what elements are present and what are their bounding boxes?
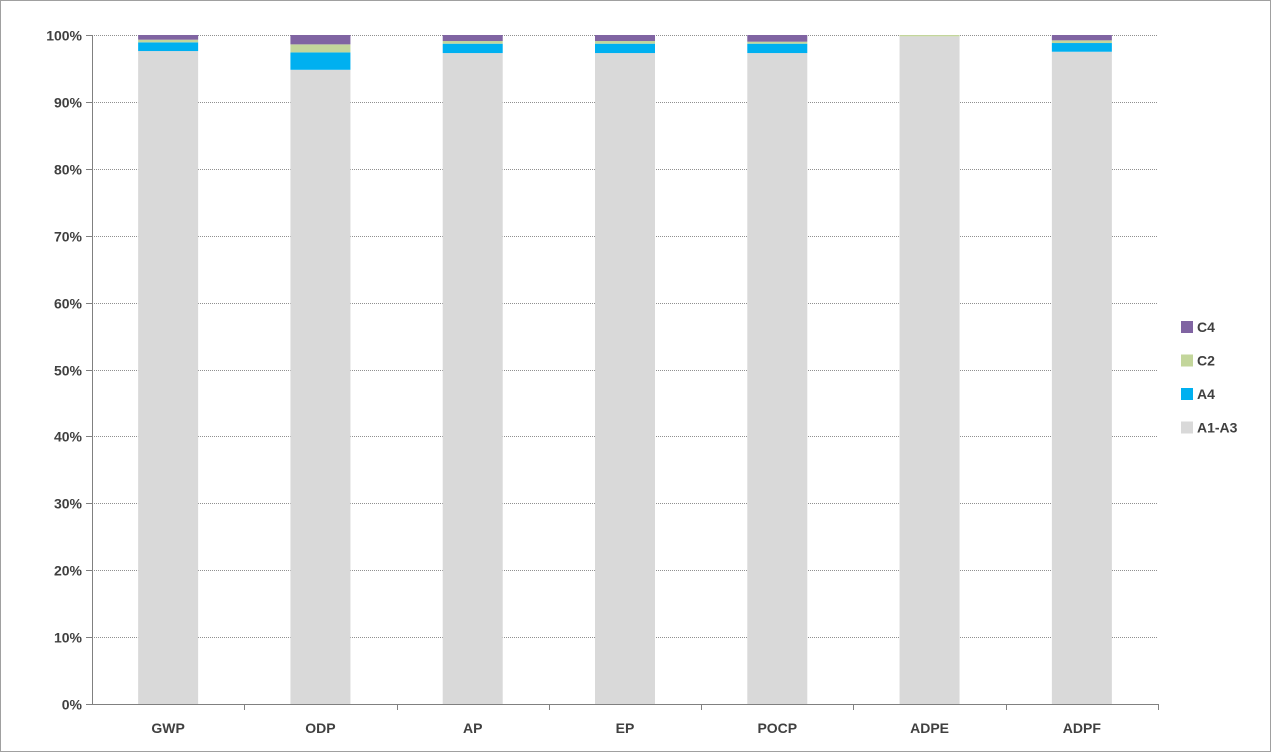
bar-segment-a4 [747,43,808,54]
legend: C4 C2 A4 A1-A3 [1181,319,1238,436]
y-tick-label: 100% [46,28,82,44]
x-tick-label: EP [616,720,635,736]
y-tick-label: 0% [62,697,83,713]
x-tick-label: AP [463,720,482,736]
y-tick-label: 20% [54,563,83,579]
bar-segment-c4 [595,35,655,42]
bar-segment-c4 [747,35,808,42]
bar-segment-a1-a3 [442,53,503,705]
bar-segment-a4 [595,43,655,54]
bar-segment-a4 [138,42,199,52]
bar-segment-c4 [138,35,199,40]
bar-segment-a4 [442,43,503,54]
bar-segment-a4 [290,52,351,70]
bar-segment-c4 [442,35,503,42]
bar-segment-c2 [1051,40,1112,44]
legend-label: C2 [1197,353,1215,369]
bar-segment-c4 [290,35,351,45]
bar-segment-a1-a3 [290,69,351,704]
axes: 0% 10% 20% 30% 40% 50% 60% 70% 80% 90% 100% GWP ODP A… [46,28,1159,736]
legend-label: C4 [1197,319,1215,335]
y-tick-label: 50% [54,363,83,379]
y-tick-label: 10% [54,630,83,646]
x-tick-label: POCP [757,720,797,736]
x-tick-label: ADPE [910,720,949,736]
bar-segment-c4 [1051,35,1112,41]
legend-swatch [1181,321,1193,333]
bar-segment-a1-a3 [595,53,655,705]
bar-segment-c2 [747,41,808,44]
y-tick-label: 40% [54,429,83,445]
y-tick-label: 80% [54,162,83,178]
bar-segment-a1-a3 [747,53,808,705]
legend-label: A1-A3 [1197,420,1238,436]
legend-swatch [1181,421,1193,434]
legend-swatch [1181,388,1193,400]
bar-segment-c2 [899,35,960,37]
bar-segment-a1-a3 [1051,51,1112,705]
y-tick-label: 90% [54,95,83,111]
x-tick-label: ADPF [1063,720,1102,736]
bar-segment-a4 [1051,43,1112,52]
bar-segment-a1-a3 [899,36,960,704]
bar-segment-c2 [290,44,351,53]
bar-segment-c2 [595,41,655,44]
x-tick-label: ODP [305,720,335,736]
bar-segment-c2 [138,39,199,43]
y-tick-label: 70% [54,229,83,245]
y-tick-label: 30% [54,496,83,512]
bars [138,35,1112,705]
legend-swatch [1181,354,1193,367]
x-tick-label: GWP [151,720,184,736]
y-tick-label: 60% [54,296,83,312]
legend-label: A4 [1197,386,1215,402]
bar-segment-a1-a3 [138,51,199,704]
bar-segment-c2 [442,41,503,44]
